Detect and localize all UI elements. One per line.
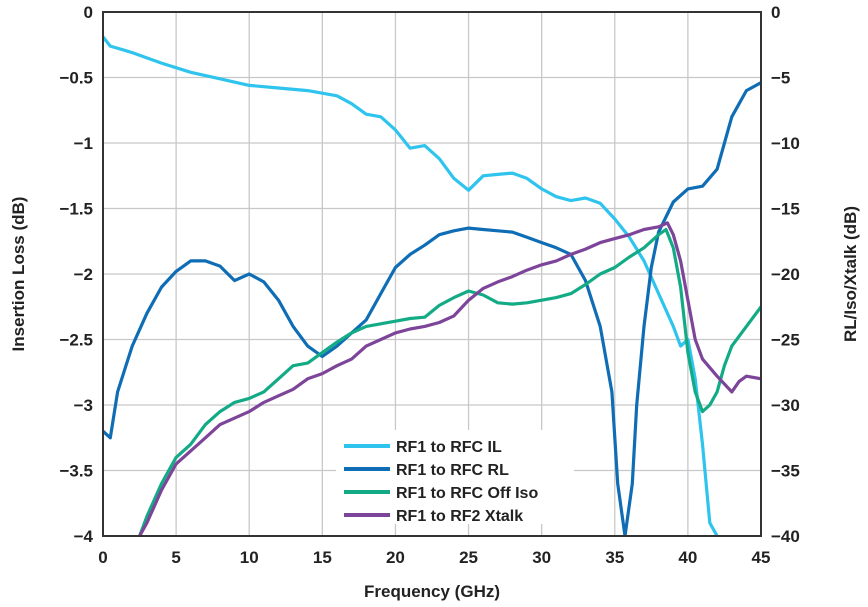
x-tick-label: 5: [171, 548, 180, 567]
y-left-tick-label: −3.5: [59, 462, 93, 481]
legend-label: RF1 to RFC RL: [396, 462, 509, 479]
x-tick-label: 45: [752, 548, 771, 567]
y-right-tick-label: −30: [771, 396, 800, 415]
y-right-tick-label: −5: [771, 69, 790, 88]
legend-label: RF1 to RF2 Xtalk: [396, 508, 523, 525]
legend-label: RF1 to RFC IL: [396, 439, 502, 456]
x-tick-label: 25: [459, 548, 478, 567]
x-tick-label: 40: [678, 548, 697, 567]
y-right-tick-label: −10: [771, 134, 800, 153]
y-axis-left-title: Insertion Loss (dB): [9, 197, 28, 352]
x-tick-label: 35: [605, 548, 624, 567]
y-right-tick-label: 0: [771, 3, 780, 22]
y-left-tick-label: −0.5: [59, 69, 93, 88]
series-line-rf1-to-rfc-off-iso: [138, 227, 761, 536]
series-line-rf1-to-rfc-il: [103, 35, 719, 536]
y-right-tick-label: −40: [771, 527, 800, 546]
y-axis-right-title: RL/Iso/Xtalk (dB): [841, 206, 860, 342]
series-line-rf1-to-rfc-rl: [103, 81, 761, 536]
y-left-tick-label: −2: [74, 265, 93, 284]
plot-frame: [102, 11, 762, 537]
x-tick-label: 0: [98, 548, 107, 567]
x-tick-label: 20: [386, 548, 405, 567]
series-line-rf1-to-rf2-xtalk: [138, 221, 761, 536]
y-left-tick-label: −3: [74, 396, 93, 415]
y-axis-left-ticks: 0 −0.5 −1 −1.5 −2 −2.5 −3 −3.5 −4: [59, 3, 93, 546]
series-lines: [103, 35, 761, 536]
y-left-tick-label: −2.5: [59, 331, 93, 350]
legend-label: RF1 to RFC Off Iso: [396, 485, 538, 502]
x-tick-label: 15: [313, 548, 332, 567]
x-axis-title: Frequency (GHz): [364, 582, 500, 601]
y-left-tick-label: −4: [74, 527, 94, 546]
x-tick-label: 30: [532, 548, 551, 567]
y-right-tick-label: −25: [771, 331, 800, 350]
y-left-tick-label: −1.5: [59, 200, 93, 219]
x-axis-ticks: 0 5 10 15 20 25 30 35 40 45: [98, 548, 770, 567]
legend: RF1 to RFC IL RF1 to RFC RL RF1 to RFC Off…: [336, 430, 574, 525]
y-left-tick-label: −1: [74, 134, 93, 153]
y-axis-right-ticks: 0 −5 −10 −15 −20 −25 −30 −35 −40: [771, 3, 800, 546]
y-left-tick-label: 0: [84, 3, 93, 22]
y-right-tick-label: −15: [771, 200, 800, 219]
x-tick-label: 10: [240, 548, 259, 567]
y-right-tick-label: −20: [771, 265, 800, 284]
y-right-tick-label: −35: [771, 462, 800, 481]
